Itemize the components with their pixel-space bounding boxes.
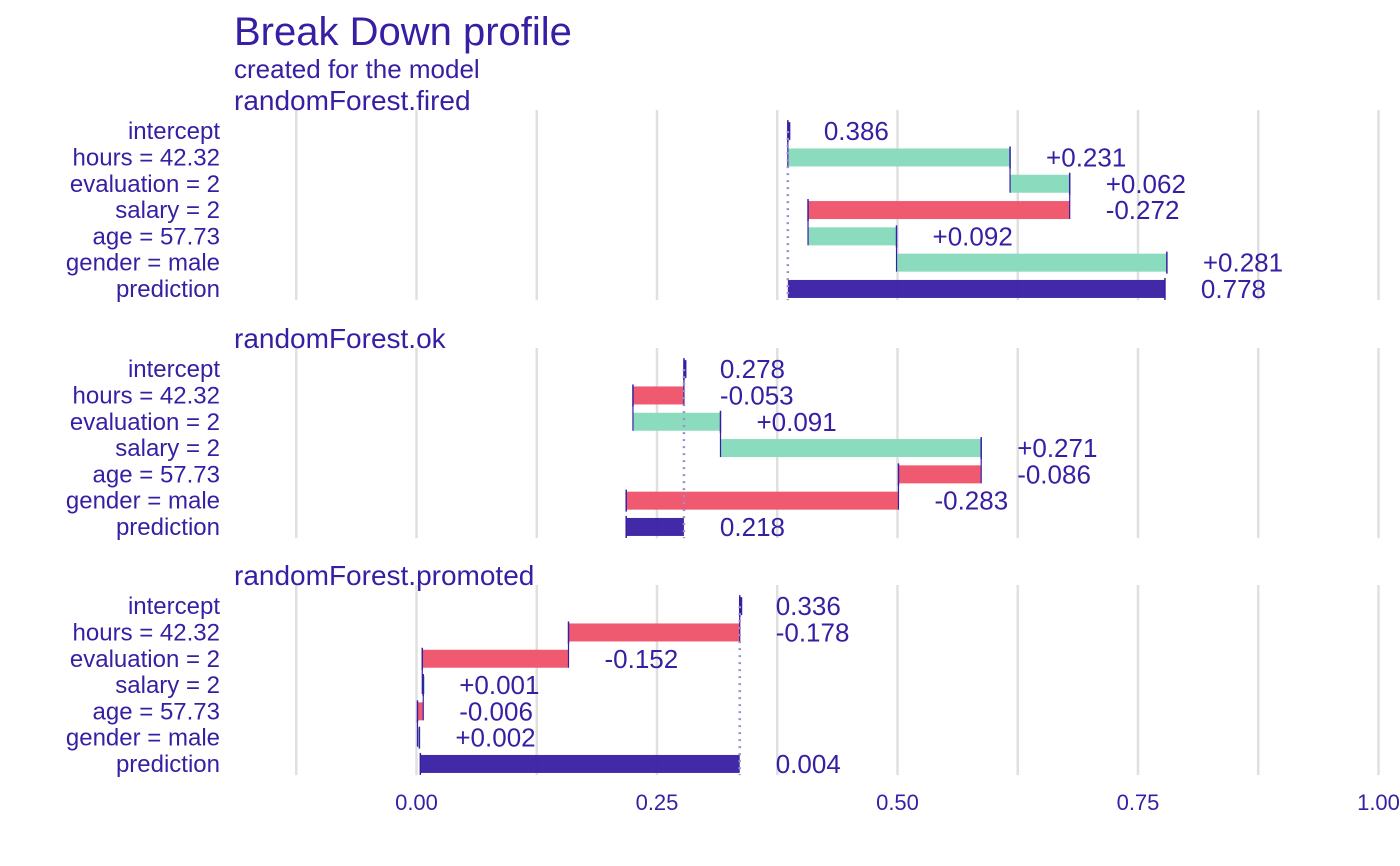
panel-randomForest-promoted: randomForest.promoted intercept 0.336 hours… [66,560,1380,779]
row-label: intercept [128,593,220,620]
x-tick-label: 0.25 [636,790,679,815]
panel-title: randomForest.promoted [234,560,534,591]
bar [626,491,899,510]
bar [787,148,1011,167]
value-label: -0.006 [459,696,533,726]
row-label: prediction [116,751,220,778]
bar [422,649,569,668]
bar [720,439,982,458]
bar [787,279,1165,298]
row-label: prediction [116,276,220,303]
panel-title: randomForest.ok [234,323,447,354]
row-label: salary = 2 [115,435,220,462]
row-label: salary = 2 [115,672,220,699]
bar [898,465,982,484]
row-label: age = 57.73 [93,223,220,250]
value-label: +0.002 [455,723,535,753]
chart-subtitle: created for the model [234,54,480,84]
value-label: +0.062 [1106,169,1186,199]
x-tick-label: 0.75 [1117,790,1160,815]
panel-title: randomForest.fired [234,85,471,116]
bar [626,517,684,536]
bar [808,227,897,246]
row-label: prediction [116,514,220,541]
value-label: +0.231 [1046,142,1126,172]
x-tick-label: 1.00 [1357,790,1400,815]
bar [632,412,721,431]
value-label: 0.004 [776,749,841,779]
bar [896,253,1167,272]
value-label: +0.271 [1017,433,1097,463]
row-label: intercept [128,356,220,383]
row-label: evaluation = 2 [70,646,220,673]
bar [1010,174,1070,193]
row-label: age = 57.73 [93,461,220,488]
x-tick-label: 0.00 [395,790,438,815]
row-label: intercept [128,118,220,145]
value-label: +0.001 [459,670,539,700]
row-label: hours = 42.32 [73,619,220,646]
bar [808,201,1070,220]
value-label: -0.178 [776,617,850,647]
value-label: 0.778 [1201,274,1266,304]
panel-randomForest-fired: randomForest.fired intercept 0.386 hours = … [66,85,1380,304]
value-label: +0.091 [756,407,836,437]
row-label: evaluation = 2 [70,409,220,436]
row-label: gender = male [66,488,220,515]
row-label: salary = 2 [115,197,220,224]
value-label: +0.092 [933,221,1013,251]
bar [568,623,740,642]
value-label: -0.086 [1017,459,1091,489]
bar [417,702,424,721]
x-tick-label: 0.50 [876,790,919,815]
row-label: age = 57.73 [93,698,220,725]
value-label: -0.152 [604,644,678,674]
value-label: 0.336 [776,591,841,621]
value-label: -0.053 [720,380,794,410]
value-label: 0.278 [720,354,785,384]
value-label: 0.218 [720,512,785,542]
bar [632,386,684,405]
row-label: gender = male [66,725,220,752]
value-label: -0.272 [1106,195,1180,225]
value-label: 0.386 [824,116,889,146]
row-label: hours = 42.32 [73,382,220,409]
chart-title: Break Down profile [234,10,572,54]
value-label: -0.283 [934,486,1008,516]
bar [420,754,740,773]
row-label: evaluation = 2 [70,171,220,198]
row-label: gender = male [66,250,220,277]
row-label: hours = 42.32 [73,144,220,171]
value-label: +0.281 [1203,248,1283,278]
panel-randomForest-ok: randomForest.ok intercept 0.278 hours = 42.… [66,323,1380,542]
